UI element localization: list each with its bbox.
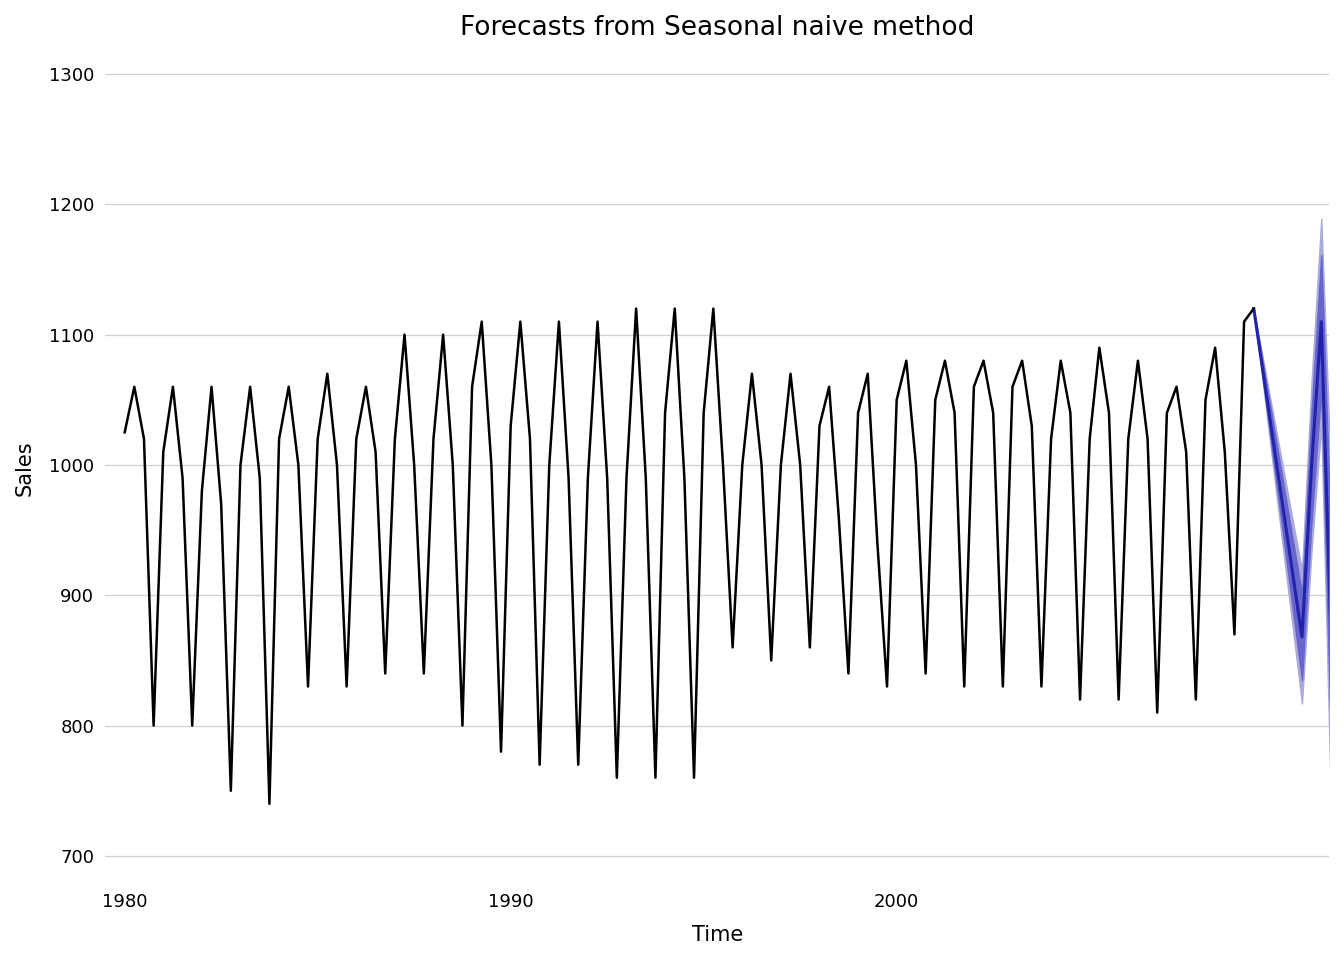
Title: Forecasts from Seasonal naive method: Forecasts from Seasonal naive method <box>460 15 974 41</box>
Y-axis label: Sales: Sales <box>15 441 35 496</box>
X-axis label: Time: Time <box>692 925 743 945</box>
